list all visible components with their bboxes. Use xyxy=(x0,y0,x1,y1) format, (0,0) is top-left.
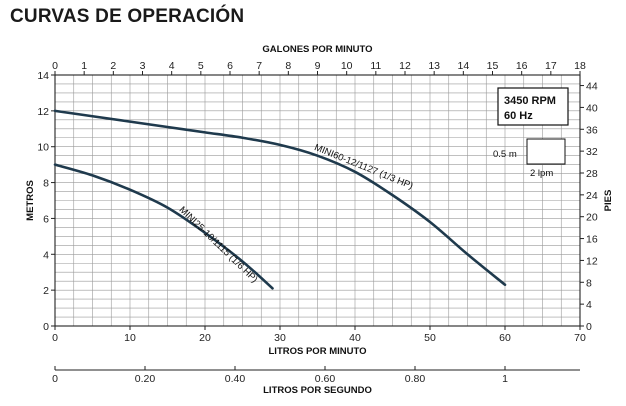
x-tick-label: 30 xyxy=(274,332,286,344)
top-tick-label: 6 xyxy=(227,60,233,72)
page-title: CURVAS DE OPERACIÓN xyxy=(10,6,245,27)
y-tick-label: 2 xyxy=(43,285,49,297)
ls-tick-label: 1 xyxy=(502,373,508,385)
y-tick-label: 0 xyxy=(43,321,49,333)
right-tick-label: 40 xyxy=(586,102,598,114)
top-tick-label: 15 xyxy=(487,60,499,72)
right-tick-label: 20 xyxy=(586,212,598,224)
top-tick-label: 16 xyxy=(516,60,528,72)
y-axis-title: METROS xyxy=(25,180,36,221)
series-label-1: MINI60-12/1127 (1/3 HP) xyxy=(313,142,415,192)
top-tick-label: 3 xyxy=(140,60,146,72)
ls-tick-label: 0.40 xyxy=(225,373,246,385)
top-tick-label: 7 xyxy=(256,60,262,72)
scale-box xyxy=(526,138,566,165)
series-line-2 xyxy=(53,163,274,290)
x-tick-label: 50 xyxy=(424,332,436,344)
x-tick-label: 10 xyxy=(124,332,136,344)
top-tick-label: 18 xyxy=(574,60,586,72)
x-tick-label: 70 xyxy=(574,332,586,344)
scale-width-label: 2 lpm xyxy=(530,168,553,179)
top-tick-label: 2 xyxy=(110,60,116,72)
y-tick-label: 10 xyxy=(37,142,49,154)
y-tick-label: 8 xyxy=(43,178,49,190)
top-tick-label: 5 xyxy=(198,60,204,72)
right-tick-label: 8 xyxy=(586,277,592,289)
hz-text: 60 Hz xyxy=(504,110,533,122)
ls-tick-label: 0.20 xyxy=(135,373,156,385)
series-label-2: MINI25-10/1115 (1/6 HP) xyxy=(177,204,260,285)
right-tick-label: 24 xyxy=(586,190,598,202)
right-tick-label: 36 xyxy=(586,124,598,136)
y-tick-label: 4 xyxy=(43,249,49,261)
x-tick-label: 40 xyxy=(349,332,361,344)
right-tick-label: 32 xyxy=(586,146,598,158)
right-tick-label: 28 xyxy=(586,168,598,180)
ls-tick-label: 0 xyxy=(52,373,58,385)
ls-axis-title: LITROS POR SEGUNDO xyxy=(263,385,372,396)
y-tick-label: 14 xyxy=(37,70,49,82)
rpm-text: 3450 RPM xyxy=(504,95,556,107)
top-tick-label: 1 xyxy=(81,60,87,72)
scale-height-label: 0.5 m xyxy=(493,149,517,160)
top-tick-label: 4 xyxy=(169,60,175,72)
top-tick-label: 11 xyxy=(370,60,381,72)
top-tick-label: 13 xyxy=(428,60,440,72)
top-tick-label: 0 xyxy=(52,60,58,72)
top-tick-label: 8 xyxy=(285,60,291,72)
x-tick-label: 60 xyxy=(499,332,511,344)
ls-tick-label: 0.60 xyxy=(315,373,336,385)
y-tick-label: 12 xyxy=(37,106,49,118)
top-tick-label: 10 xyxy=(341,60,353,72)
right-tick-label: 12 xyxy=(586,255,598,267)
top-axis-title: GALONES POR MINUTO xyxy=(262,44,372,55)
ls-tick-label: 0.80 xyxy=(405,373,426,385)
right-tick-label: 44 xyxy=(586,81,598,93)
y-tick-label: 6 xyxy=(43,213,49,225)
top-tick-label: 17 xyxy=(545,60,557,72)
top-tick-label: 12 xyxy=(399,60,411,72)
rpm-box xyxy=(497,87,569,126)
series-line-1 xyxy=(53,109,507,287)
right-tick-label: 4 xyxy=(586,299,592,311)
axes xyxy=(51,71,584,371)
right-tick-label: 16 xyxy=(586,234,598,246)
grid xyxy=(54,74,581,327)
right-axis-title: PIES xyxy=(603,190,614,212)
x-tick-label: 0 xyxy=(52,332,58,344)
x-tick-label: 20 xyxy=(199,332,211,344)
x-axis-title: LITROS POR MINUTO xyxy=(269,346,367,357)
top-tick-label: 14 xyxy=(457,60,469,72)
top-tick-label: 9 xyxy=(315,60,321,72)
right-tick-label: 0 xyxy=(586,321,592,333)
series-lines xyxy=(53,109,507,290)
